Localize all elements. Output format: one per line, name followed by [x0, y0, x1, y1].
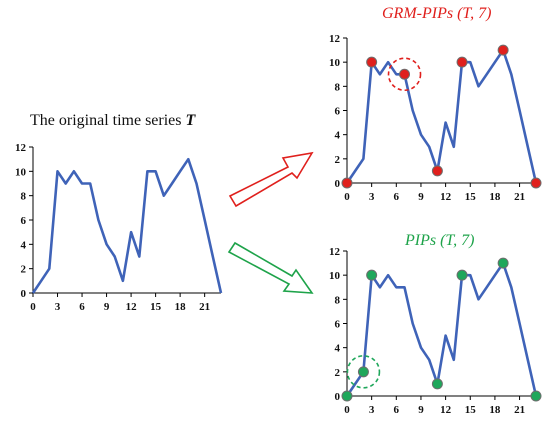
pips-x-tick-label: 18	[489, 404, 501, 416]
grm-series-line	[345, 48, 538, 184]
original-series-title: The original time series T	[30, 112, 195, 130]
grm-pip-marker	[399, 68, 411, 80]
original-x-tick-label: 12	[126, 301, 138, 313]
green-arrow-icon	[227, 241, 314, 294]
grm-x-tick-label: 21	[514, 191, 525, 203]
pips-pip-marker	[366, 269, 378, 281]
pips-title: PIPs (T, 7)	[405, 232, 475, 249]
original-x-tick-label: 15	[150, 301, 162, 313]
pips-y-tick-label: 0	[335, 391, 341, 403]
grm-pip-marker	[497, 44, 509, 56]
pips-x-tick-label: 21	[514, 404, 525, 416]
original-y-tick-label: 10	[15, 166, 27, 178]
chart-original: 0 2 4 6 8 10 12 0 3 6 9 12 15 18 21	[15, 142, 223, 313]
grm-y-tick-label: 0	[335, 178, 341, 190]
grm-pip-marker	[431, 165, 443, 177]
pips-pip-marker	[357, 366, 369, 378]
grm-x-tick-label: 0	[344, 191, 350, 203]
original-y-tick-label: 2	[21, 264, 27, 276]
chart-pips: 0 2 4 6 8 10 12 0 3 6 9 12 15 18 21	[329, 246, 542, 416]
original-title-prefix: The original time series	[30, 112, 182, 129]
pips-y-tick-label: 6	[335, 319, 341, 331]
pips-x-tick-label: 0	[344, 404, 350, 416]
grm-y-tick-label: 4	[335, 130, 341, 142]
pips-x-tick-label: 9	[418, 404, 424, 416]
original-x-tick-label: 9	[104, 301, 110, 313]
pips-highlight-circle	[346, 355, 381, 389]
pips-pip-marker	[530, 390, 542, 402]
original-x-tick-label: 6	[79, 301, 85, 313]
original-y-tick-label: 8	[21, 191, 27, 203]
grm-highlight-circle	[387, 57, 422, 92]
pips-y-tick-label: 12	[329, 246, 341, 258]
grm-y-tick-label: 6	[335, 106, 341, 118]
original-x-tick-label: 21	[199, 301, 210, 313]
original-y-tick-label: 0	[21, 288, 27, 300]
grm-y-tick-label: 2	[335, 154, 341, 166]
original-y-tick-label: 4	[21, 239, 27, 251]
grm-y-tick-label: 10	[329, 57, 341, 69]
grm-y-tick-label: 8	[335, 81, 341, 93]
grm-pip-marker	[366, 56, 378, 68]
red-arrow-icon	[228, 151, 314, 208]
grm-x-tick-label: 3	[369, 191, 375, 203]
original-x-tick-label: 3	[55, 301, 61, 313]
grm-pips-title: GRM-PIPs (T, 7)	[382, 5, 492, 22]
pips-pip-marker	[431, 378, 443, 390]
grm-x-tick-label: 18	[489, 191, 501, 203]
grm-x-tick-label: 12	[440, 191, 452, 203]
original-y-tick-label: 6	[21, 215, 27, 227]
pips-y-tick-label: 8	[335, 294, 341, 306]
original-x-tick-label: 18	[175, 301, 187, 313]
pips-x-tick-label: 12	[440, 404, 452, 416]
original-x-tick-label: 0	[30, 301, 36, 313]
pips-pip-marker	[456, 269, 468, 281]
pips-y-tick-label: 4	[335, 343, 341, 355]
chart-grm-pips: 0 2 4 6 8 10 12 0 3 6 9 12 15 18 21	[329, 33, 542, 203]
original-y-tick-label: 12	[15, 142, 27, 154]
pips-x-tick-label: 15	[465, 404, 477, 416]
pips-y-tick-label: 10	[329, 270, 341, 282]
pips-pip-marker	[341, 390, 353, 402]
grm-x-tick-label: 6	[394, 191, 400, 203]
pips-y-tick-label: 2	[335, 367, 341, 379]
pips-pip-marker	[497, 257, 509, 269]
original-series-line	[31, 157, 223, 294]
grm-pip-marker	[341, 177, 353, 189]
pips-x-tick-label: 6	[394, 404, 400, 416]
pips-series-line	[345, 261, 538, 397]
pips-x-tick-label: 3	[369, 404, 375, 416]
grm-x-tick-label: 9	[418, 191, 424, 203]
original-title-symbol: T	[185, 112, 196, 129]
grm-pip-marker	[456, 56, 468, 68]
grm-x-tick-label: 15	[465, 191, 477, 203]
grm-y-tick-label: 12	[329, 33, 341, 45]
grm-pip-marker	[530, 177, 542, 189]
